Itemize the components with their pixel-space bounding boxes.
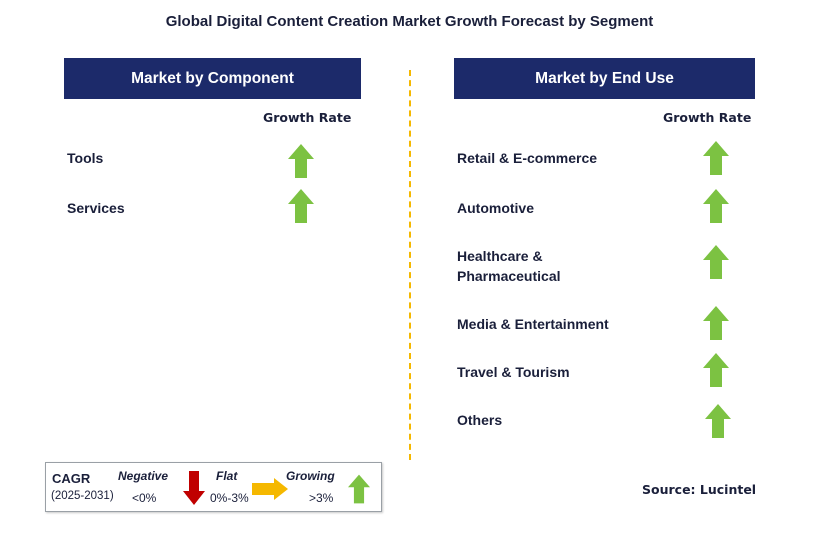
segment-label-travel: Travel & Tourism: [457, 364, 570, 380]
component-header-label: Market by Component: [131, 69, 294, 87]
legend-negative-range: <0%: [132, 491, 157, 505]
growing-arrow-icon: [703, 141, 729, 175]
segment-label-tools: Tools: [67, 150, 104, 166]
legend-flat-label: Flat: [216, 469, 238, 483]
component-growth-rate-header: Growth Rate: [263, 110, 352, 125]
growing-arrow-icon: [703, 353, 729, 387]
legend-cagr-label: CAGR: [52, 471, 91, 486]
growing-arrow-icon: [288, 144, 314, 178]
growing-arrow-icon: [703, 245, 729, 279]
growing-arrow-icon: [348, 474, 370, 504]
flat-arrow-icon: [252, 478, 288, 500]
legend-period: (2025-2031): [51, 490, 114, 502]
growing-arrow-icon: [705, 404, 731, 438]
segment-label-automotive: Automotive: [457, 200, 534, 216]
end-use-header: Market by End Use: [454, 58, 755, 99]
segment-label-media: Media & Entertainment: [457, 316, 609, 332]
legend-growing-label: Growing: [286, 469, 335, 483]
segment-label-services: Services: [67, 200, 125, 216]
legend-growing-range: >3%: [309, 491, 334, 505]
growing-arrow-icon: [703, 189, 729, 223]
negative-arrow-icon: [183, 471, 205, 505]
growing-arrow-icon: [703, 306, 729, 340]
segment-label-retail: Retail & E-commerce: [457, 150, 598, 166]
end-use-growth-rate-header: Growth Rate: [663, 110, 752, 125]
legend-negative-label: Negative: [118, 469, 169, 483]
chart-title: Global Digital Content Creation Market G…: [165, 13, 654, 30]
component-header: Market by Component: [64, 58, 361, 99]
source-credit: Source: Lucintel: [642, 482, 757, 497]
cagr-legend: CAGR (2025-2031) Negative <0% Flat 0%-3%…: [45, 462, 382, 512]
legend-flat-range: 0%-3%: [210, 491, 249, 505]
segment-label-healthcare: Healthcare & Pharmaceutical: [457, 248, 561, 284]
end-use-header-label: Market by End Use: [535, 69, 674, 87]
growing-arrow-icon: [288, 189, 314, 223]
segment-label-others: Others: [457, 412, 503, 428]
panel-divider: [409, 70, 411, 460]
